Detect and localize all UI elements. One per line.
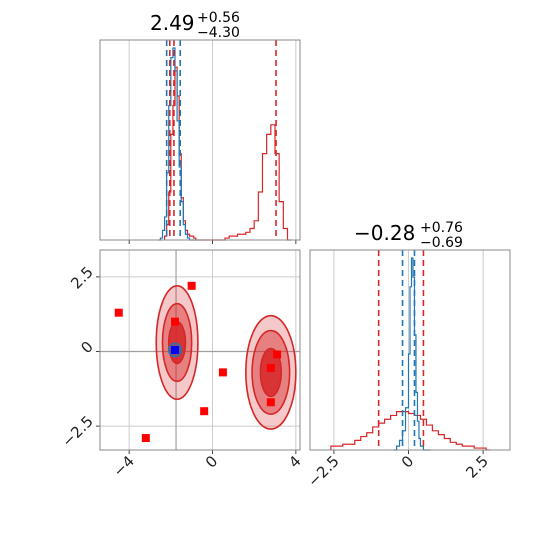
x-tick-label: −2.5 — [304, 452, 342, 490]
panel-frame — [99, 39, 301, 241]
panel-frame — [99, 249, 301, 451]
y-tick-label: −2.5 — [58, 412, 96, 450]
y-tick-label: 0 — [77, 338, 96, 357]
title-param-1: 2.49 +0.56 −4.30 — [150, 10, 240, 41]
blue-square-point — [171, 346, 179, 354]
red-square-point — [266, 398, 275, 407]
marginal-histogram-param-2: −2.5 0 2.5 — [304, 249, 511, 491]
title-param-2-value: −0.28 — [354, 221, 415, 245]
red-square-point — [141, 434, 150, 443]
title-param-2-minus: −0.69 — [420, 235, 463, 251]
red-square-point — [114, 308, 123, 317]
red-square-point — [200, 407, 209, 416]
histogram-series-0 — [330, 411, 491, 451]
joint-contour-panel: −4 0 4 2.5 0 −2.5 — [58, 249, 305, 480]
x-tick-label: 0 — [398, 452, 417, 471]
title-param-1-value: 2.49 — [150, 11, 195, 35]
red-square-point — [266, 363, 275, 372]
title-param-2-plus: +0.76 — [420, 220, 463, 236]
title-param-1-minus: −4.30 — [197, 25, 240, 41]
red-square-point — [273, 350, 282, 359]
histogram-series-1 — [158, 47, 196, 241]
x-tick-label: 0 — [202, 452, 221, 471]
x-tick-label: 2.5 — [462, 452, 492, 482]
y-tick-label: 2.5 — [67, 263, 97, 293]
red-contour-level — [259, 347, 283, 398]
x-tick-label: −4 — [110, 452, 138, 480]
panel-frame — [309, 249, 511, 451]
title-param-1-plus: +0.56 — [197, 10, 240, 26]
red-square-point — [171, 317, 179, 326]
x-tick-label: 4 — [285, 452, 304, 471]
marginal-histogram-param-1 — [99, 39, 301, 244]
red-contour-level — [167, 320, 187, 365]
red-square-point — [218, 368, 227, 377]
title-param-2: −0.28 +0.76 −0.69 — [354, 220, 463, 251]
histogram-series-1 — [393, 257, 431, 451]
red-square-point — [187, 281, 196, 290]
